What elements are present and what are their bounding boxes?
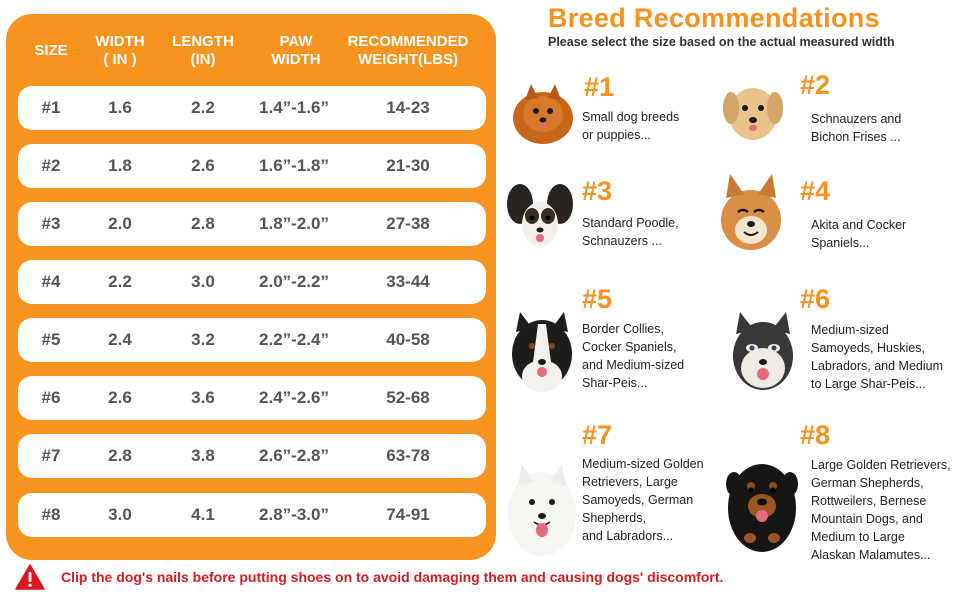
header-length: LENGTH (IN) [172,33,234,68]
husky-photo-icon [726,310,800,394]
breed-number: #2 [800,70,831,100]
cell-width: 3.0 [108,505,132,524]
shiba-photo-icon [712,168,790,254]
breed-item-6: #6 Medium-sized Samoyeds, Huskies, Labra… [726,284,970,424]
breed-number: #1 [584,72,615,102]
breed-item-1: #1 Small dog breeds or puppies... [510,70,755,210]
breed-description: Border Collies, Cocker Spaniels, and Med… [582,322,685,390]
breed-number: #5 [582,284,613,314]
size-chart-table: SIZE WIDTH ( IN ) LENGTH (IN) PAW WIDTH … [6,14,496,560]
header-size: SIZE [34,42,68,59]
rottweiler-photo-icon [724,454,800,556]
cell-width: 2.2 [108,272,132,291]
breed-description: Standard Poodle, Schnauzers ... [582,216,679,248]
breed-description: Akita and Cocker Spaniels... [811,218,907,250]
breed-item-7: #7 Medium-sized Golden Retrievers, Large… [506,420,751,560]
cell-length: 3.8 [191,446,215,465]
cell-length: 4.1 [191,505,215,524]
breed-description: Medium-sized Golden Retrievers, Large Sa… [582,457,704,543]
breed-number: #4 [800,176,831,206]
cell-paw-width: 2.6”-2.8” [259,446,329,465]
cell-size: #8 [41,505,61,524]
header-weight: RECOMMENDED WEIGHT(LBS) [347,33,469,68]
breed-subtitle: Please select the size based on the actu… [548,35,895,49]
cell-paw-width: 2.8”-3.0” [259,505,329,524]
cell-length: 3.2 [191,330,215,349]
cell-weight: 21-30 [386,156,430,175]
cell-weight: 52-68 [386,388,430,407]
breed-title: Breed Recommendations [548,3,880,33]
table-row: #5 2.4 3.2 2.2”-2.4” 40-58 [18,318,486,362]
breed-item-4: #4 Akita and Cocker Spaniels... [712,174,957,316]
cell-weight: 33-44 [386,272,430,291]
cell-paw-width: 2.0”-2.2” [259,272,329,291]
cell-size: #2 [41,156,61,175]
cell-weight: 63-78 [386,446,430,465]
table-row: #8 3.0 4.1 2.8”-3.0” 74-91 [18,493,486,537]
cell-paw-width: 1.6”-1.8” [259,156,329,175]
cell-length: 2.2 [191,98,215,117]
cell-size: #5 [41,330,61,349]
cell-length: 3.6 [191,388,215,407]
breed-item-2: #2 Schnauzers and Bichon Frises ... [722,70,967,210]
border-collie-photo-icon [506,310,578,394]
breed-number: #8 [800,420,831,450]
table-row: #4 2.2 3.0 2.0”-2.2” 33-44 [18,260,486,304]
pomeranian-photo-icon [510,80,576,146]
cell-width: 2.0 [108,214,132,233]
table-header: SIZE WIDTH ( IN ) LENGTH (IN) PAW WIDTH … [6,14,496,88]
cell-width: 1.8 [108,156,132,175]
cell-length: 2.8 [191,214,215,233]
golden-puppy-photo-icon [722,74,784,146]
breed-description: Schnauzers and Bichon Frises ... [811,112,902,144]
cell-weight: 27-38 [386,214,430,233]
samoyed-photo-icon [506,458,578,558]
cell-paw-width: 2.2”-2.4” [259,330,329,349]
papillon-photo-icon [506,178,574,256]
cell-width: 2.4 [108,330,132,349]
breed-description: Small dog breeds or puppies... [582,110,680,142]
cell-weight: 74-91 [386,505,430,524]
cell-paw-width: 1.4”-1.6” [259,98,329,117]
breed-number: #7 [582,420,613,450]
cell-paw-width: 1.8”-2.0” [259,214,329,233]
header-width: WIDTH ( IN ) [95,33,145,68]
cell-weight: 14-23 [386,98,430,117]
breed-number: #3 [582,176,613,206]
breed-description: Large Golden Retrievers, German Shepherd… [811,458,951,562]
breed-item-3: #3 Standard Poodle, Schnauzers ... [506,176,751,316]
cell-size: #4 [41,272,61,291]
table-row: #6 2.6 3.6 2.4”-2.6” 52-68 [18,376,486,420]
header-paw-width: PAW WIDTH [271,33,321,68]
breed-description: Medium-sized Samoyeds, Huskies, Labrador… [811,323,944,391]
breed-number: #6 [800,284,831,314]
cell-size: #6 [41,388,61,407]
cell-width: 1.6 [108,98,132,117]
breed-item-5: #5 Border Collies, Cocker Spaniels, and … [506,284,751,424]
warning-triangle-icon [15,564,45,590]
cell-size: #7 [41,446,61,465]
table-row: #7 2.8 3.8 2.6”-2.8” 63-78 [18,434,486,478]
table-row: #3 2.0 2.8 1.8”-2.0” 27-38 [18,202,486,246]
table-row: #2 1.8 2.6 1.6”-1.8” 21-30 [18,144,486,188]
cell-size: #3 [41,214,61,233]
cell-size: #1 [41,98,61,117]
cell-width: 2.8 [108,446,132,465]
warning-text: Clip the dog's nails before putting shoe… [61,569,724,585]
cell-length: 3.0 [191,272,215,291]
cell-paw-width: 2.4”-2.6” [259,388,329,407]
breed-item-8: #8 Large Golden Retrievers, German Sheph… [724,420,969,562]
cell-length: 2.6 [191,156,215,175]
cell-weight: 40-58 [386,330,430,349]
table-row: #1 1.6 2.2 1.4”-1.6” 14-23 [18,86,486,130]
cell-width: 2.6 [108,388,132,407]
